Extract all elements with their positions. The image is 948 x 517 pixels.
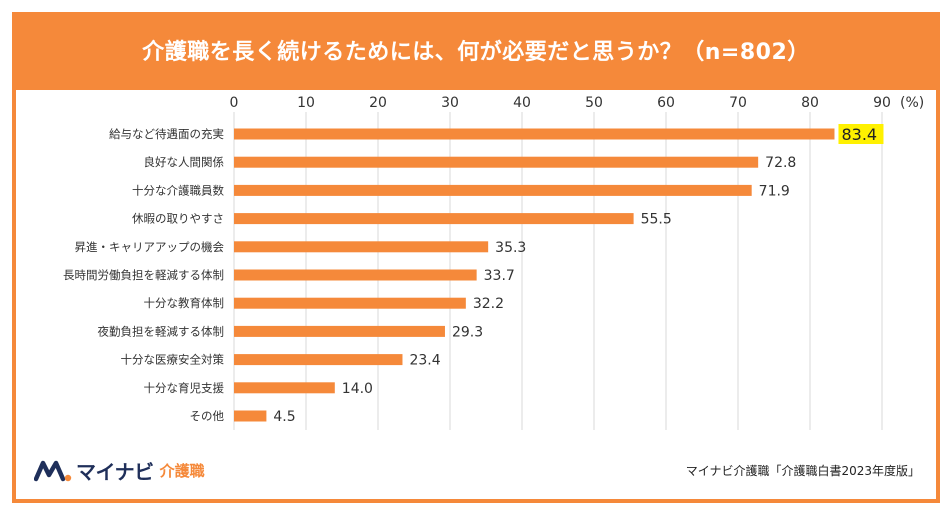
- value-label: 72.8: [765, 155, 796, 171]
- category-label: その他: [190, 409, 225, 423]
- x-tick-label: 90: [873, 95, 891, 111]
- brand-logo: マイナビ 介護職: [34, 456, 205, 484]
- value-label: 32.2: [473, 296, 504, 312]
- category-label: 十分な介護職員数: [132, 183, 224, 197]
- x-tick-label: 20: [369, 95, 387, 111]
- chart-frame: 介護職を長く続けるためには、何が必要だと思うか？（n=802） 0 10 20 30 4…: [12, 12, 940, 503]
- bar: [234, 241, 489, 253]
- x-tick-label: 80: [801, 95, 819, 111]
- brand-name: マイナビ: [76, 461, 154, 484]
- category-label: 十分な教育体制: [144, 296, 225, 310]
- bar: [234, 382, 335, 394]
- x-tick-label: 60: [657, 95, 675, 111]
- value-label: 29.3: [452, 324, 483, 340]
- x-tick-label: 40: [513, 95, 531, 111]
- mynavi-logo-icon: [34, 460, 72, 482]
- category-label: 休暇の取りやすさ: [132, 212, 224, 226]
- value-label: 55.5: [641, 212, 672, 228]
- category-label: 昇進・キャリアアップの機会: [75, 240, 225, 254]
- x-tick-label: 50: [585, 95, 603, 111]
- x-tick-label: 30: [441, 95, 459, 111]
- value-label: 4.5: [273, 409, 295, 425]
- category-label: 良好な人間関係: [144, 155, 225, 169]
- value-highlight: [838, 124, 884, 144]
- category-label: 給与など待遇面の充実: [109, 127, 224, 141]
- category-label: 長時間労働負担を軽減する体制: [63, 268, 224, 282]
- value-label: 71.9: [759, 183, 790, 199]
- category-label: 十分な育児支援: [144, 381, 225, 395]
- value-label: 83.4: [841, 125, 877, 144]
- bar: [234, 184, 752, 196]
- bar: [234, 297, 466, 309]
- x-tick-label: 70: [729, 95, 747, 111]
- value-label: 33.7: [484, 268, 515, 284]
- title-bar: 介護職を長く続けるためには、何が必要だと思うか？（n=802）: [16, 16, 936, 90]
- chart-title: 介護職を長く続けるためには、何が必要だと思うか？（n=802）: [142, 40, 810, 65]
- bar: [234, 156, 759, 168]
- bar: [234, 325, 445, 337]
- category-label: 夜勤負担を軽減する体制: [98, 324, 225, 338]
- x-tick-label: 0: [230, 95, 239, 111]
- bar: [234, 410, 267, 422]
- value-label: 23.4: [409, 353, 440, 369]
- category-label: 十分な医療安全対策: [121, 353, 225, 367]
- bar: [234, 213, 634, 225]
- source-note: マイナビ介護職「介護職白書2023年度版」: [685, 464, 920, 478]
- brand-sub: 介護職: [159, 461, 205, 480]
- value-label: 14.0: [342, 381, 373, 397]
- bar: [234, 269, 477, 281]
- unit-label: (%): [900, 95, 924, 111]
- bar: [234, 354, 403, 366]
- x-tick-label: 10: [297, 95, 315, 111]
- bar: [234, 128, 835, 140]
- value-label: 35.3: [495, 240, 526, 256]
- bar-chart: 0 10 20 30 40 50 60 70 80 90 (%) 給与など待遇面の充実 83.4 良好な人…: [63, 95, 924, 430]
